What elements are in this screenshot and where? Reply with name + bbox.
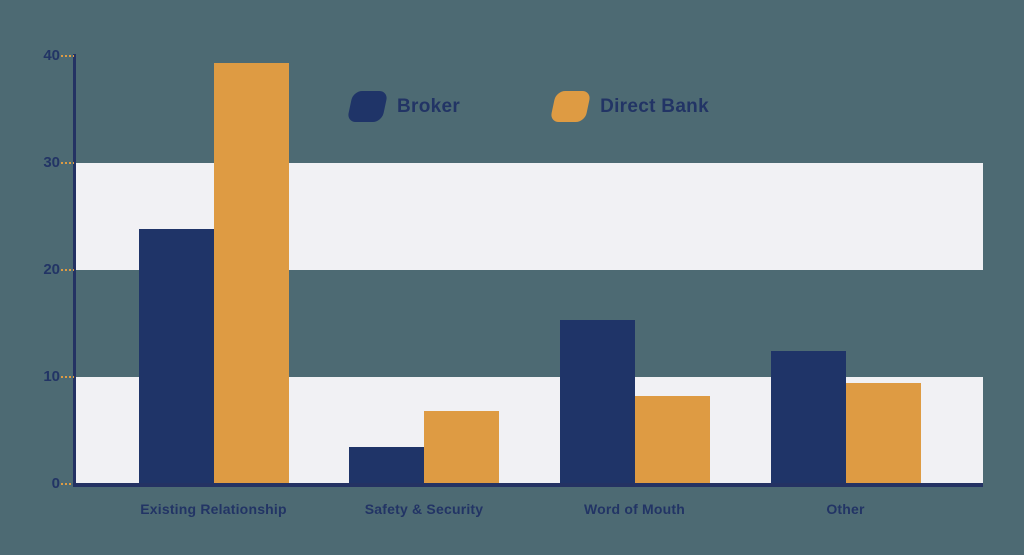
x-axis-category-label-word-of-mouth: Word of Mouth bbox=[583, 501, 686, 517]
y-axis-tick-label: 10 bbox=[43, 367, 60, 385]
y-axis-tick bbox=[61, 482, 74, 485]
legend-item-broker: Broker bbox=[346, 91, 461, 122]
y-axis-tick-label: 20 bbox=[43, 260, 60, 278]
y-axis-tick bbox=[61, 268, 74, 271]
legend-label-direct-bank: Direct Bank bbox=[600, 95, 709, 117]
y-axis-tick-label: 40 bbox=[43, 46, 60, 64]
legend-swatch-broker bbox=[346, 91, 389, 122]
bar-direct-bank-safety-security bbox=[424, 410, 499, 484]
x-axis-category-label-existing-relationship: Existing Relationship bbox=[140, 501, 287, 517]
y-axis-tick bbox=[61, 375, 74, 378]
bar-direct-bank-existing-relationship bbox=[213, 62, 289, 484]
legend-item-direct-bank: Direct Bank bbox=[549, 91, 709, 122]
bar-direct-bank-other bbox=[845, 382, 921, 484]
y-axis-tick bbox=[61, 54, 74, 57]
x-axis-line bbox=[73, 483, 983, 487]
bar-broker-safety-security bbox=[349, 447, 424, 484]
legend: Broker Direct Bank bbox=[346, 91, 709, 122]
y-axis-tick-label: 0 bbox=[51, 474, 60, 492]
bar-broker-existing-relationship bbox=[138, 228, 214, 484]
legend-swatch-direct-bank bbox=[549, 91, 592, 122]
y-axis-tick bbox=[61, 161, 74, 164]
bar-broker-word-of-mouth bbox=[559, 319, 635, 484]
y-axis-tick-label: 30 bbox=[43, 153, 60, 171]
bar-broker-other bbox=[770, 350, 846, 484]
x-axis-category-label-other: Other bbox=[826, 501, 865, 517]
bar-direct-bank-word-of-mouth bbox=[634, 395, 710, 484]
y-axis-line bbox=[73, 54, 76, 487]
legend-label-broker: Broker bbox=[397, 95, 461, 117]
x-axis-category-label-safety-security: Safety & Security bbox=[364, 501, 484, 517]
